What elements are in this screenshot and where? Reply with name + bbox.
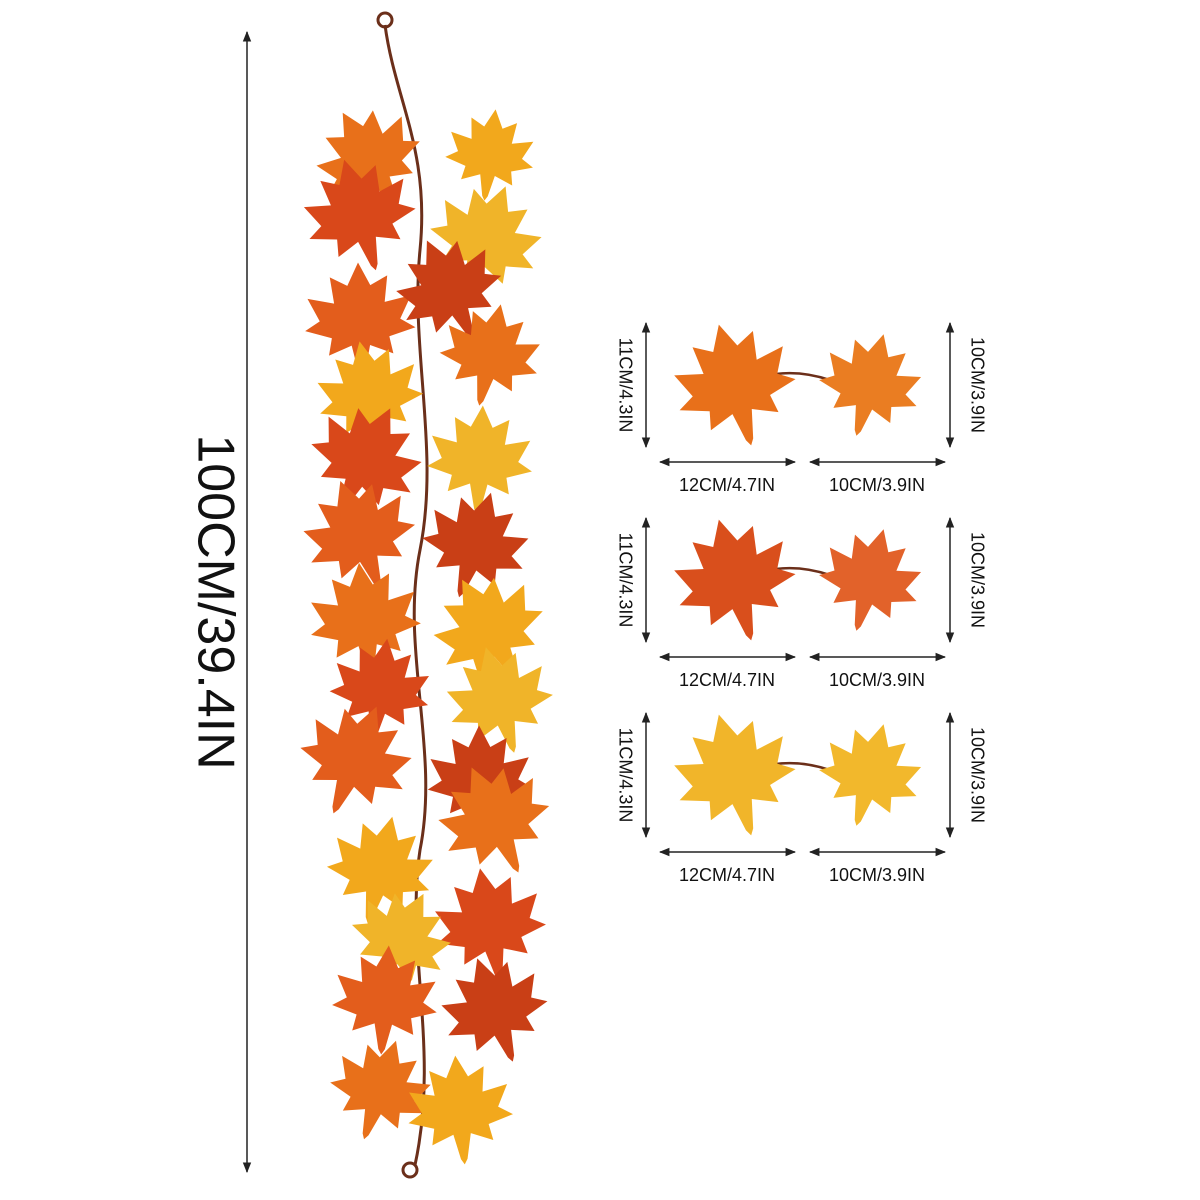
leaf	[807, 711, 933, 839]
leaf	[660, 699, 810, 851]
vine-loop	[376, 11, 394, 29]
size-label: 10CM/3.9IN	[829, 475, 925, 495]
garland	[282, 11, 569, 1179]
total-length-label: 100CM/39.4IN	[186, 434, 244, 769]
size-label: 11CM/4.3IN	[615, 728, 635, 823]
leaf	[660, 309, 810, 461]
size-label: 10CM/3.9IN	[829, 670, 925, 690]
size-label: 12CM/4.7IN	[679, 865, 775, 885]
vine-loop	[401, 1161, 419, 1179]
size-label: 11CM/4.3IN	[615, 338, 635, 433]
leaf	[807, 516, 933, 644]
size-label: 12CM/4.7IN	[679, 475, 775, 495]
size-label: 10CM/3.9IN	[967, 532, 987, 628]
size-label: 12CM/4.7IN	[679, 670, 775, 690]
leaf	[402, 1051, 518, 1169]
leaf	[807, 321, 933, 449]
leaf	[440, 103, 540, 207]
leaf	[660, 504, 810, 656]
size-label: 10CM/3.9IN	[967, 727, 987, 823]
leaf	[424, 402, 536, 518]
size-label: 10CM/3.9IN	[829, 865, 925, 885]
size-label: 10CM/3.9IN	[967, 337, 987, 433]
size-label: 11CM/4.3IN	[615, 533, 635, 628]
leaf-sizes: 11CM/4.3IN 10CM/3.9IN 12CM/4.7IN 10CM/3.9IN…	[615, 309, 987, 885]
